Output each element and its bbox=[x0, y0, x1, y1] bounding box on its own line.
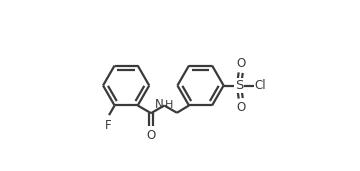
Text: O: O bbox=[236, 57, 245, 70]
Text: H: H bbox=[165, 100, 174, 110]
Text: Cl: Cl bbox=[254, 79, 266, 92]
Text: O: O bbox=[147, 129, 156, 142]
Text: N: N bbox=[155, 98, 163, 111]
Text: S: S bbox=[235, 79, 243, 92]
Text: F: F bbox=[105, 119, 112, 132]
Text: O: O bbox=[236, 101, 245, 114]
